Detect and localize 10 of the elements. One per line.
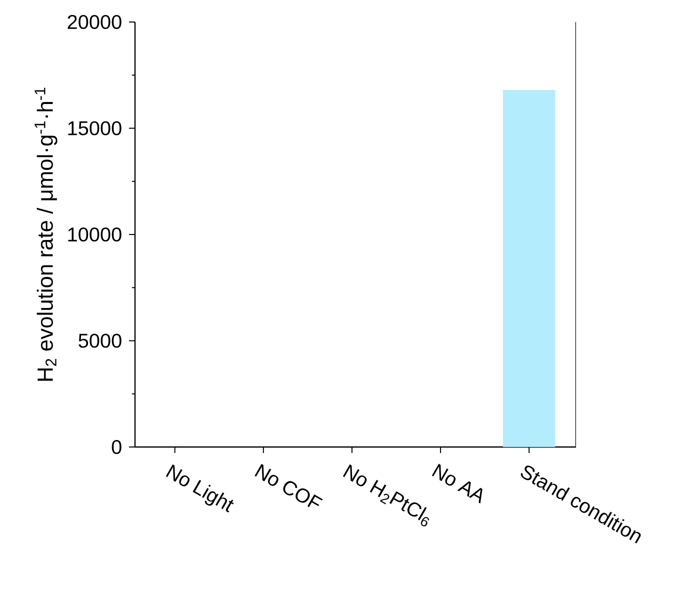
y-axis-title: H$_{2}$ evolution rate / μmol·g$^{-1}$·h$^{-1}$	[34, 88, 58, 381]
x-tick-label: No Light	[166, 464, 234, 512]
y-tick-label: 15000	[68, 121, 122, 136]
y-tick-label: 20000	[68, 14, 122, 30]
x-tick-label: No H$_{2}$PtCl$_{6}$	[342, 464, 430, 526]
y-tick-label: 10000	[68, 227, 122, 242]
x-tick-label: No COF	[254, 464, 323, 508]
y-tick-label: 0	[112, 440, 122, 454]
x-tick-label: No AA	[432, 464, 482, 504]
y-tick-label: 5000	[78, 334, 122, 348]
